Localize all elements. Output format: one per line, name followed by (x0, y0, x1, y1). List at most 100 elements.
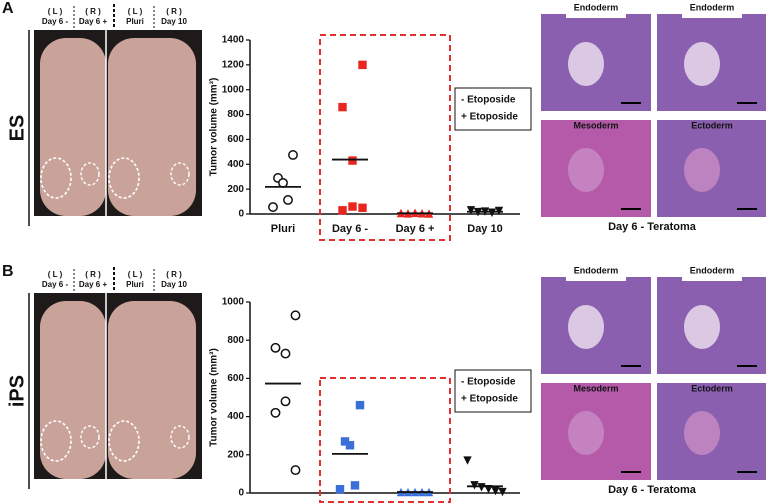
tissue-structure (568, 42, 604, 86)
tissue-structure (568, 411, 604, 455)
legend-box (454, 87, 532, 131)
tissue-structure (568, 148, 604, 192)
panel-letter: A (2, 0, 14, 17)
x-tick-label: Day 10 (467, 502, 502, 503)
data-point (477, 483, 486, 492)
y-tick-label: 0 (238, 209, 244, 220)
data-point (290, 465, 301, 476)
tumor-circle (108, 420, 140, 462)
highlight-box (319, 377, 451, 503)
histology-caption: Day 6 - Teratoma (608, 484, 697, 496)
tumor-circle (170, 425, 190, 449)
y-tick-label: 400 (227, 159, 244, 170)
x-tick-label: Day 6 + (396, 223, 435, 235)
histology-caption: Day 6 - Teratoma (608, 221, 697, 233)
photo-group-label: Day 10 (161, 280, 187, 289)
tissue-structure (568, 305, 604, 349)
mouse-body (108, 38, 196, 216)
photo-side-label: ( L ) (48, 270, 63, 279)
y-tick-label: 800 (227, 335, 244, 346)
tissue-structure (684, 411, 720, 455)
histology-label: Mesoderm (573, 383, 618, 393)
x-tick-label: Day 10 (467, 223, 502, 235)
mouse-body (40, 38, 106, 216)
tile-label-bg (682, 6, 742, 18)
dot-plot: 0 200 400 600 800 1000 1200 1400 Tumor volume (m… (209, 34, 532, 241)
tissue-structure (684, 305, 720, 349)
data-point (348, 202, 357, 211)
highlight-box (319, 34, 451, 241)
x-tick-label: Day 6 - (332, 223, 368, 235)
data-point (498, 487, 507, 497)
tile-label-bg (682, 269, 742, 281)
photo-side-label: ( R ) (85, 270, 101, 279)
photo-side-label: ( L ) (128, 7, 143, 16)
photo-group-label: Day 6 - (42, 280, 69, 289)
mouse-body (108, 301, 196, 479)
histology-label: Endoderm (574, 265, 619, 275)
photo-side-label: ( L ) (48, 7, 63, 16)
y-tick-label: 800 (227, 109, 244, 120)
tumor-circle (80, 162, 100, 186)
legend-box (454, 369, 532, 413)
data-point (270, 407, 281, 418)
histology-label: Endoderm (690, 265, 735, 275)
y-tick-label: 1200 (222, 59, 245, 70)
dot-plot: 0 200 400 600 800 1000 Tumor volume (mm³) Pluri… (209, 297, 532, 503)
legend-entry: - Etoposide (461, 377, 516, 388)
y-tick-label: 200 (227, 449, 244, 460)
data-point (335, 484, 345, 494)
y-tick-label: 1000 (222, 84, 245, 95)
tumor-circle (80, 425, 100, 449)
data-point (355, 400, 365, 410)
y-tick-label: 600 (227, 134, 244, 145)
cell-type-label: ES (6, 115, 28, 142)
y-axis-label: Tumor volume (mm³) (209, 348, 220, 447)
data-point (290, 310, 301, 321)
y-axis-label: Tumor volume (mm³) (209, 78, 220, 177)
photo-group-label: Pluri (126, 17, 144, 26)
x-tick-label: Pluri (271, 502, 295, 503)
y-tick-label: 600 (227, 373, 244, 384)
photo-side-label: ( R ) (166, 7, 182, 16)
data-point (338, 102, 347, 112)
photo-side-label: ( R ) (166, 270, 182, 279)
data-point (358, 60, 367, 70)
data-point (288, 150, 298, 160)
y-tick-label: 200 (227, 184, 244, 195)
y-tick-label: 400 (227, 411, 244, 422)
data-point (491, 486, 500, 496)
data-point (358, 203, 367, 212)
histology-label: Endoderm (690, 2, 735, 12)
tumor-circle (170, 162, 190, 186)
tissue-structure (684, 42, 720, 86)
photo-group-label: Day 6 - (42, 17, 69, 26)
x-tick-label: Pluri (271, 223, 295, 235)
photo-group-label: Pluri (126, 280, 144, 289)
cell-type-label: iPS (6, 375, 28, 407)
histology-label: Endoderm (574, 2, 619, 12)
tumor-circle (40, 157, 72, 199)
x-tick-label: Day 6 + (396, 502, 435, 503)
tile-label-bg (566, 6, 626, 18)
y-tick-label: 1400 (222, 35, 245, 46)
data-point (470, 481, 479, 490)
data-point (466, 206, 476, 215)
data-point (338, 206, 347, 215)
data-point (278, 177, 288, 188)
tile-label-bg (566, 269, 626, 281)
y-tick-label: 1000 (222, 297, 245, 308)
histology-label: Ectoderm (691, 383, 733, 393)
photo-group-label: Day 10 (161, 17, 187, 26)
data-point (270, 342, 281, 353)
photo-group-label: Day 6 + (79, 280, 108, 289)
tumor-circle (108, 157, 140, 199)
legend-entry: + Etoposide (461, 394, 518, 405)
panel-letter: B (2, 263, 14, 280)
photo-side-label: ( R ) (85, 7, 101, 16)
photo-side-label: ( L ) (128, 270, 143, 279)
data-point (340, 437, 350, 446)
histology-label: Ectoderm (691, 120, 733, 130)
data-point (463, 456, 472, 465)
